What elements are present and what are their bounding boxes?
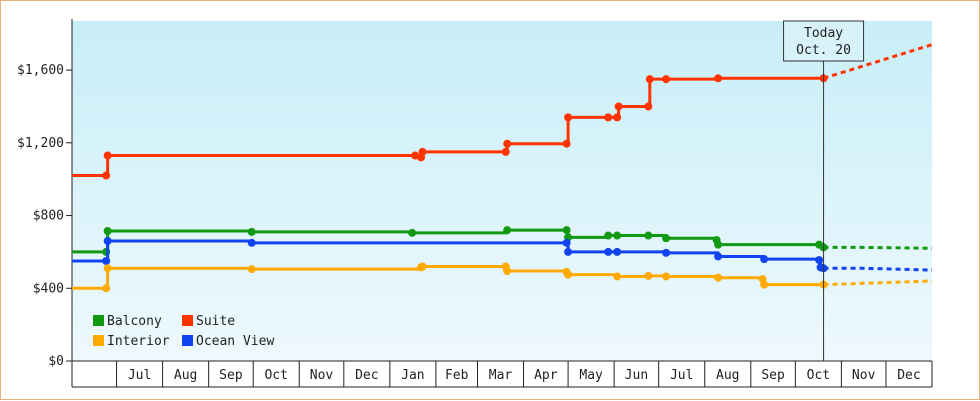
legend: Balcony Suite Interior Ocean View (93, 314, 274, 349)
today-box (783, 20, 865, 62)
today-marker: Today Oct. 20 (783, 20, 865, 361)
data-point (102, 284, 111, 293)
x-tick-label: Dec (355, 368, 378, 383)
data-point (103, 237, 112, 245)
data-point (644, 102, 653, 111)
legend-label: Suite (196, 314, 235, 329)
x-tick-label: Jan (401, 368, 424, 383)
series-suite (72, 43, 933, 180)
x-axis: Jul Aug Sep Oct Nov Dec Jan Feb Mar Apr May Jun Jul A… (72, 360, 933, 388)
data-point (714, 74, 723, 83)
data-point (613, 272, 622, 281)
data-point (815, 256, 824, 265)
data-point (662, 75, 671, 84)
series-layer (72, 43, 933, 293)
data-point (103, 264, 112, 273)
data-point (103, 227, 112, 235)
x-tick-label: Jul (128, 368, 151, 383)
data-point (662, 248, 671, 257)
data-point (604, 247, 613, 256)
x-tick-label: Jun (625, 368, 648, 383)
data-point (562, 238, 571, 247)
data-point (102, 257, 111, 265)
legend-label: Balcony (107, 314, 162, 329)
data-point (562, 226, 571, 235)
x-tick-label: Dec (897, 368, 920, 383)
data-point (564, 247, 573, 256)
x-tick-label: Oct (264, 368, 287, 383)
forecast-line (823, 43, 933, 80)
legend-swatch (93, 315, 104, 326)
data-point (644, 231, 653, 240)
data-point (247, 238, 256, 247)
data-point (714, 240, 723, 249)
data-point (604, 113, 613, 122)
today-date-label: Oct. 20 (796, 43, 851, 58)
x-tick-label: Nov (852, 368, 876, 383)
data-point (760, 255, 769, 264)
data-point (503, 139, 512, 148)
data-point (604, 231, 613, 240)
x-tick-label: Feb (445, 368, 469, 383)
legend-label: Ocean View (196, 334, 274, 349)
data-point (418, 147, 427, 156)
data-point (562, 139, 571, 148)
data-point (503, 226, 512, 235)
x-tick-label: May (579, 368, 603, 383)
forecast-line (823, 279, 933, 287)
y-tick-label: $1,200 (17, 136, 64, 151)
today-label: Today (804, 26, 843, 41)
plot-area (72, 21, 932, 361)
y-axis: $0 $400 $800 $1,200 $1,600 (17, 19, 73, 387)
x-tick-label: Mar (489, 368, 513, 383)
series-ocean-view (72, 237, 933, 273)
legend-label: Interior (107, 334, 170, 349)
data-point (714, 252, 723, 261)
x-tick-label: Nov (310, 368, 334, 383)
x-tick-label: Aug (716, 368, 739, 383)
data-point (760, 280, 769, 289)
data-point (645, 75, 654, 84)
data-point (644, 271, 653, 280)
data-point (613, 231, 622, 240)
legend-swatch (93, 335, 104, 346)
data-point (662, 272, 671, 281)
data-point (103, 151, 112, 160)
x-tick-label: Sep (219, 368, 243, 383)
data-point (503, 267, 512, 275)
x-tick-label: Oct (807, 368, 830, 383)
data-point (418, 262, 427, 271)
x-tick-label: Aug (174, 368, 197, 383)
y-tick-label: $1,600 (17, 63, 64, 78)
y-tick-label: $0 (48, 354, 64, 369)
y-tick-label: $800 (33, 209, 64, 224)
legend-swatch (182, 335, 193, 346)
data-point (613, 113, 622, 122)
data-point (714, 273, 723, 282)
data-point (408, 228, 417, 237)
data-point (247, 227, 256, 236)
forecast-line (823, 245, 933, 250)
series-interior (72, 262, 933, 293)
data-point (564, 113, 573, 122)
data-point (102, 171, 111, 180)
data-point (662, 234, 671, 243)
data-point (247, 265, 256, 274)
data-point (614, 102, 623, 111)
data-point (613, 247, 622, 256)
legend-swatch (182, 315, 193, 326)
data-point (564, 270, 573, 279)
x-tick-label: Apr (534, 368, 558, 383)
forecast-line (823, 266, 933, 272)
x-tick-label: Jul (670, 368, 693, 383)
y-tick-label: $400 (33, 281, 64, 296)
x-tick-label: Sep (761, 368, 785, 383)
data-point (501, 147, 510, 156)
